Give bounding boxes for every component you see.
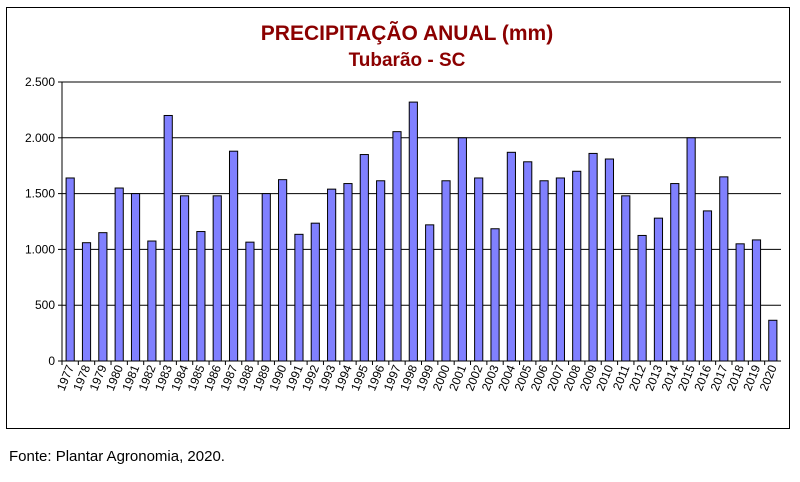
chart-frame: PRECIPITAÇÃO ANUAL (mm) Tubarão - SC 0 50…	[6, 7, 790, 429]
bar-2007	[555, 177, 565, 362]
bar-1988	[245, 241, 255, 362]
bar-2005	[523, 161, 533, 362]
y-tick-label: 1.000	[25, 242, 55, 256]
bar-2002	[474, 177, 484, 362]
bar-2008	[572, 170, 582, 362]
y-tick-labels: 0 500 1.000 1.500 2.000 2.500	[25, 75, 55, 368]
y-tick-label: 1.500	[25, 187, 55, 201]
chart-title: PRECIPITAÇÃO ANUAL (mm)	[261, 22, 553, 45]
bar-1989	[261, 193, 271, 362]
bar-1978	[81, 242, 92, 362]
bar-2018	[735, 243, 745, 362]
bar-1982	[147, 240, 157, 362]
bar-2020	[768, 319, 778, 362]
bar-2014	[670, 183, 680, 362]
y-tick-label: 2.500	[25, 75, 55, 89]
bar-1998	[408, 101, 418, 362]
bar-1993	[327, 188, 337, 362]
bar-1987	[228, 150, 239, 362]
chart-subtitle: Tubarão - SC	[349, 50, 466, 71]
bar-1991	[294, 233, 304, 362]
bar-2019	[751, 239, 762, 362]
bar-2004	[506, 151, 516, 362]
bar-1980	[114, 187, 124, 362]
bar-1986	[212, 195, 222, 362]
bar-2016	[702, 210, 713, 362]
axes	[58, 81, 781, 365]
y-tick-label: 0	[48, 354, 55, 368]
bar-1977	[65, 177, 75, 362]
bar-2009	[588, 152, 598, 362]
bar-1985	[196, 231, 206, 362]
bar-2013	[653, 217, 664, 362]
bar-2012	[637, 234, 647, 362]
bar-1992	[310, 222, 320, 362]
bar-series	[65, 101, 778, 362]
bar-2006	[539, 180, 549, 362]
y-tick-label: 500	[35, 298, 55, 312]
source-caption: Fonte: Plantar Agronomia, 2020.	[9, 448, 225, 465]
bar-1999	[425, 224, 435, 362]
bar-2001	[457, 137, 467, 362]
bar-1995	[359, 154, 369, 362]
bar-1994	[343, 183, 353, 362]
bar-1996	[376, 180, 386, 362]
bar-2015	[686, 137, 696, 362]
chart-svg: PRECIPITAÇÃO ANUAL (mm) Tubarão - SC 0 50…	[25, 22, 781, 393]
bar-2011	[621, 195, 631, 362]
bar-1979	[98, 232, 108, 362]
bar-2000	[441, 180, 451, 362]
bar-2010	[604, 158, 615, 362]
bar-1997	[392, 131, 402, 362]
bar-1983	[163, 114, 173, 362]
bar-1990	[278, 179, 288, 362]
x-tick-labels: 1977197819791980198119821983198419851986…	[54, 363, 780, 393]
bar-1981	[130, 193, 141, 362]
bar-2017	[719, 176, 729, 362]
bar-1984	[179, 195, 190, 362]
y-tick-label: 2.000	[25, 131, 55, 145]
bar-2003	[490, 228, 500, 362]
